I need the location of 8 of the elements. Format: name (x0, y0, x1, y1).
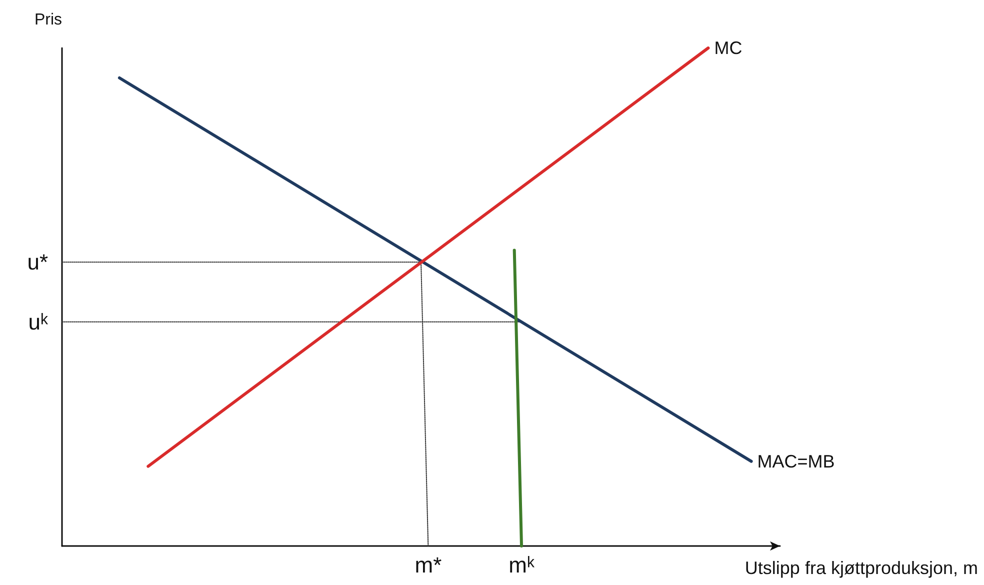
x-tick-label: m* (414, 552, 442, 578)
series-label: MC (714, 38, 742, 58)
x-tick-label: mᵏ (508, 552, 535, 578)
text: uᵏ (28, 309, 49, 334)
text: u* (27, 250, 48, 275)
series-label: MAC=MB (757, 451, 835, 472)
y-axis-title: Pris (34, 12, 62, 28)
x-axis-title: Utslipp fra kjøttproduksjon, m (744, 558, 978, 578)
